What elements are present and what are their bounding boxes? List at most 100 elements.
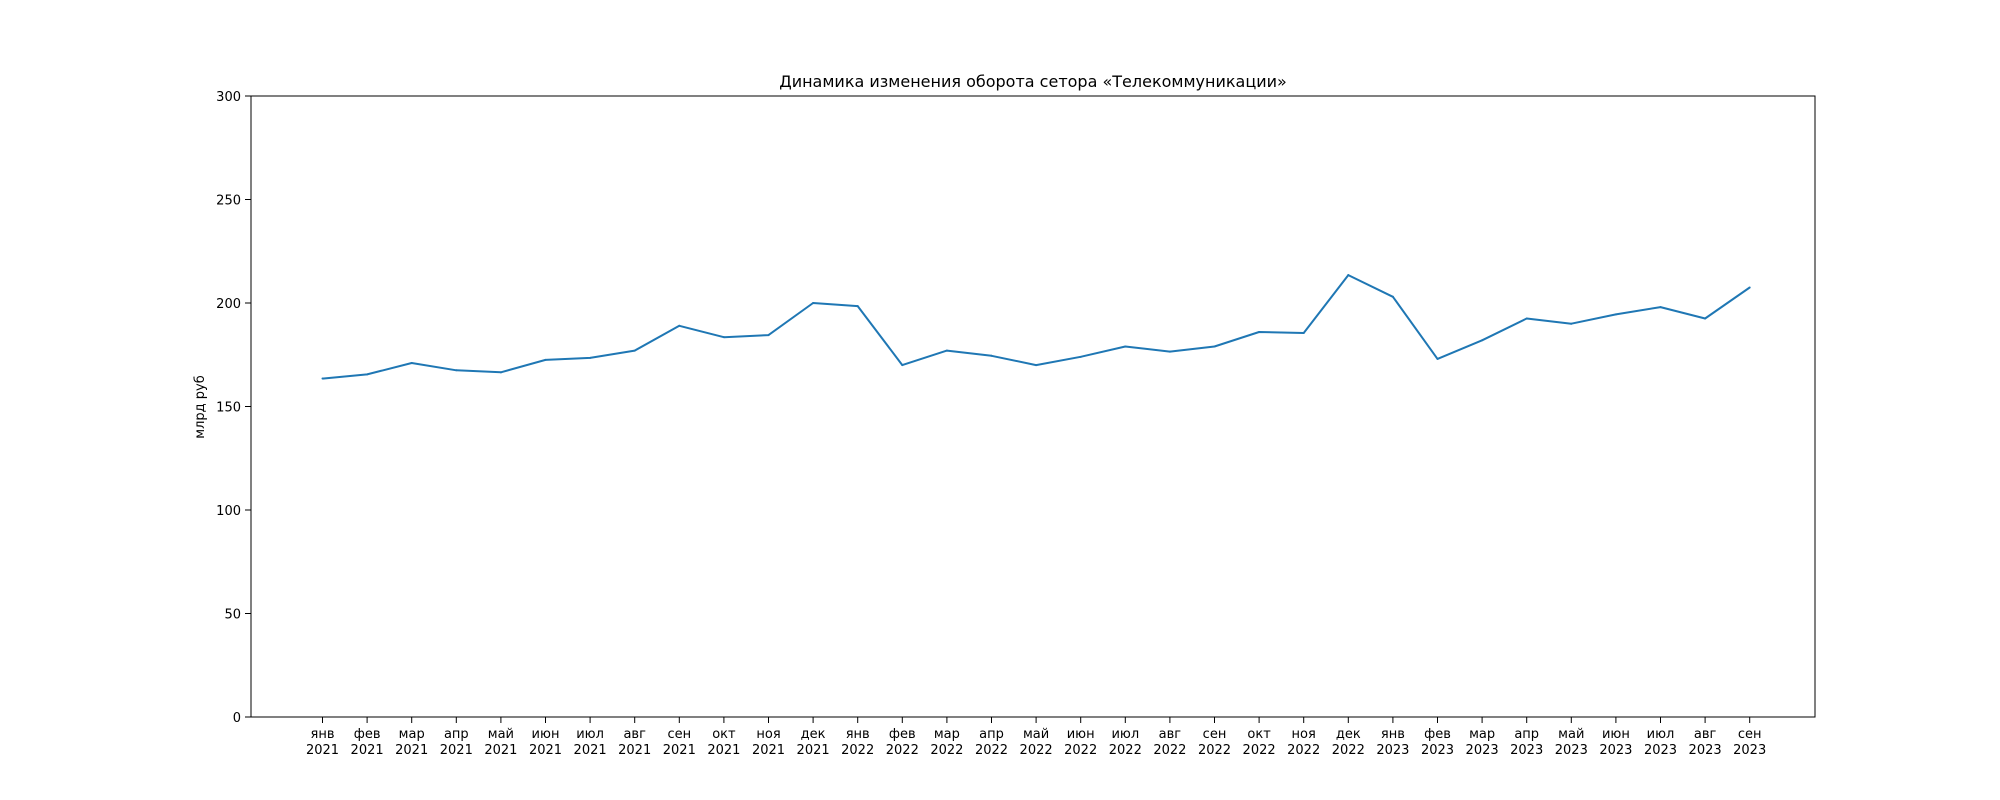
x-tick-label-month: май [1558, 727, 1584, 742]
data-point [1347, 274, 1350, 277]
x-tick-label-year: 2021 [351, 743, 384, 758]
x-tick-label-month: сен [667, 727, 691, 742]
data-point [1436, 357, 1439, 360]
x-tick-label-year: 2021 [306, 743, 339, 758]
x-tick-label-month: июн [1067, 727, 1095, 742]
x-tick-label-month: фев [354, 727, 381, 742]
data-point [1659, 306, 1662, 309]
data-point [1302, 332, 1305, 335]
x-tick-label-year: 2023 [1555, 743, 1588, 758]
data-point [410, 362, 413, 365]
x-tick-label-month: дек [1336, 727, 1361, 742]
x-tick-label-year: 2021 [484, 743, 517, 758]
data-point [1124, 345, 1127, 348]
x-tick-label-month: июл [1647, 727, 1675, 742]
x-tick-label-year: 2022 [1153, 743, 1186, 758]
data-point [901, 364, 904, 367]
x-tick-label-month: май [488, 727, 514, 742]
x-tick-label-year: 2021 [663, 743, 696, 758]
x-tick-label-year: 2021 [395, 743, 428, 758]
data-point [1525, 317, 1528, 320]
x-tick-label-month: апр [444, 727, 469, 742]
x-tick-label-month: фев [889, 727, 916, 742]
x-tick-label-year: 2022 [1198, 743, 1231, 758]
data-point [678, 324, 681, 327]
data-point [1570, 322, 1573, 325]
y-tick-label: 100 [216, 504, 241, 519]
x-tick-label-month: авг [1159, 727, 1182, 742]
x-tick-label-month: фев [1424, 727, 1451, 742]
x-tick-label-month: янв [846, 727, 870, 742]
y-axis: 0 50 100 150 200 250 300 [216, 90, 251, 726]
series-line [322, 274, 1751, 380]
x-tick-label-month: апр [1514, 727, 1539, 742]
data-point [990, 354, 993, 357]
x-tick-label-year: 2023 [1421, 743, 1454, 758]
y-tick-label: 300 [216, 90, 241, 105]
x-tick-label-month: июн [1602, 727, 1630, 742]
x-tick-label-year: 2022 [930, 743, 963, 758]
data-point [455, 369, 458, 372]
y-tick-label: 50 [224, 608, 241, 623]
x-tick-label-year: 2022 [975, 743, 1008, 758]
x-tick-label-month: мар [934, 727, 960, 742]
x-tick-label-year: 2022 [841, 743, 874, 758]
data-point [1391, 295, 1394, 298]
x-tick-label-month: май [1023, 727, 1049, 742]
x-tick-label-month: мар [399, 727, 425, 742]
x-tick-label-month: мар [1469, 727, 1495, 742]
data-point [366, 373, 369, 376]
x-tick-label-year: 2023 [1599, 743, 1632, 758]
data-point [1213, 345, 1216, 348]
x-tick-label-month: июл [1111, 727, 1139, 742]
x-tick-label-month: янв [1381, 727, 1405, 742]
x-tick-label-month: авг [623, 727, 646, 742]
x-tick-label-year: 2021 [797, 743, 830, 758]
x-axis: янв2021фев2021мар2021апр2021май2021июн20… [306, 717, 1766, 758]
data-point [321, 377, 324, 380]
x-tick-label-month: окт [1247, 727, 1271, 742]
x-tick-label-year: 2023 [1689, 743, 1722, 758]
x-tick-label-year: 2023 [1644, 743, 1677, 758]
x-tick-label-month: окт [712, 727, 736, 742]
data-point [767, 334, 770, 337]
data-point [1258, 330, 1261, 333]
x-tick-label-month: июн [532, 727, 560, 742]
x-tick-label-month: ноя [756, 727, 780, 742]
x-tick-label-year: 2023 [1466, 743, 1499, 758]
x-tick-label-year: 2022 [886, 743, 919, 758]
x-tick-label-year: 2022 [1109, 743, 1142, 758]
data-point [856, 305, 859, 308]
x-tick-label-year: 2023 [1376, 743, 1409, 758]
x-tick-label-year: 2022 [1020, 743, 1053, 758]
x-tick-label-year: 2021 [707, 743, 740, 758]
y-tick-label: 200 [216, 297, 241, 312]
data-point [1481, 339, 1484, 342]
data-point [1168, 350, 1171, 353]
data-point [499, 371, 502, 374]
data-point [633, 349, 636, 352]
data-point [812, 302, 815, 304]
x-tick-label-month: янв [311, 727, 335, 742]
chart-title: Динамика изменения оборота сетора «Телек… [779, 72, 1287, 91]
y-axis-label: млрд руб [193, 375, 208, 438]
x-tick-label-month: дек [801, 727, 826, 742]
data-point [1079, 355, 1082, 358]
plot-frame [250, 95, 1816, 718]
y-tick-label: 250 [216, 194, 241, 209]
data-point [1704, 317, 1707, 320]
x-tick-label-year: 2023 [1510, 743, 1543, 758]
x-tick-label-month: сен [1738, 727, 1762, 742]
x-tick-label-year: 2021 [440, 743, 473, 758]
y-tick-label: 150 [216, 401, 241, 416]
data-point [589, 356, 592, 359]
x-tick-label-year: 2023 [1733, 743, 1766, 758]
data-point [544, 358, 547, 361]
data-point [1035, 364, 1038, 367]
x-tick-label-year: 2022 [1243, 743, 1276, 758]
x-tick-label-year: 2021 [574, 743, 607, 758]
y-tick-label: 0 [233, 711, 241, 726]
series-group [321, 274, 1751, 380]
x-tick-label-year: 2021 [529, 743, 562, 758]
x-tick-label-month: сен [1203, 727, 1227, 742]
